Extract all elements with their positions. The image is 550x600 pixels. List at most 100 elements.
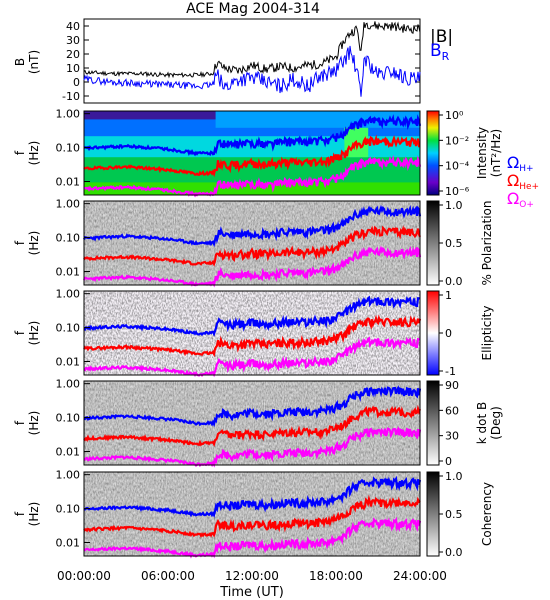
gyro-he-omega: Ω [507,171,519,190]
plot-frame-b [83,18,421,104]
gyro-line-he [83,134,421,178]
colorbar [426,200,440,286]
ylabel-f: f [13,150,27,155]
gyro-line-he [83,314,422,358]
x-axis-label: Time (UT) [219,585,284,600]
colorbar-tick-label: 0 [445,327,452,340]
spectrogram-panel-2: 1.00 0.10 0.01 f (Hz) 1.0 0.5 0.0 % Polarization [13,198,494,288]
colorbar-tick-label: 30 [445,430,459,443]
gyro-legend-h: ΩH+ [507,153,534,174]
gyro-h-omega: Ω [507,153,519,172]
y-tick-label: 0.01 [56,356,81,369]
y-tick-label: 0.01 [56,266,81,279]
colorbar-tick-label: 10⁻⁴ [445,160,470,173]
intensity-band-enhanced [215,111,420,128]
ylabel-hz: (Hz) [27,321,41,346]
ylabel-f: f [13,420,27,425]
colorbar-tick-label: 10⁻⁶ [445,185,470,198]
legend-br-subscript: R [442,50,450,63]
gyro-legend-he: ΩHe+ [507,171,539,192]
colorbar [426,290,440,376]
y-tick-label: 0.10 [56,412,81,425]
colorbar [426,471,440,557]
gyro-h-sub: H+ [519,164,533,174]
chart-title: ACE Mag 2004-314 [186,1,320,17]
plot-frame [83,471,421,557]
series-line-bmag [83,21,421,79]
y-tick-label: 1.00 [56,469,81,482]
colorbar [426,110,440,196]
gyro-o-sub: O+ [519,200,534,210]
spectrogram-panel-3: 1.00 0.10 0.01 f (Hz) 1 0 -1 Ellipticity [13,288,494,378]
colorbar-tick-label: 0.0 [445,546,463,559]
gyro-legend: ΩH+ ΩHe+ ΩO+ [507,153,539,210]
y-tick-label: 0.01 [56,176,81,189]
grayscale-noise [84,201,420,285]
x-tick-label: 24:00:00 [393,569,447,583]
colorbar-label-units: (Deg) [489,406,503,440]
y-tick-label: 0.10 [56,322,81,335]
plot-frame [83,290,421,376]
grayscale-noise [84,472,420,556]
colorbar-tick-label: 1 [445,289,452,302]
y-tick-label: 1.00 [56,198,81,211]
gyro-legend-o: ΩO+ [507,189,534,210]
y-tick-label: 1.00 [56,288,81,301]
spectrogram-panels: 1.000.100.01f (Hz)10⁰10⁻²10⁻⁴10⁻⁶Intensit… [13,108,503,559]
ylabel-f: f [13,330,27,335]
gyro-line-h [83,475,422,518]
colorbar-tick-label: 10⁻² [445,134,469,147]
gyro-line-o [83,155,422,198]
legend-br: BR [430,41,450,63]
series-line-br [83,45,421,97]
colorbar-tick-label: 0.0 [445,275,463,288]
y-tick-label: 0 [73,76,80,89]
ylabel-hz: (Hz) [27,141,41,166]
y-tick-label: 0.10 [56,503,81,516]
ylabel-hz: (Hz) [27,502,41,527]
colorbar-tick-label: 90 [445,379,459,392]
gyro-line-o [83,336,421,378]
x-tick-label: 06:00:00 [141,569,195,583]
y-tick-label: 1.00 [56,378,81,391]
y-tick-label: 40 [66,20,80,33]
plot-frame [83,110,421,196]
y-tick-label: -10 [62,90,80,103]
y-tick-label: 20 [66,48,80,61]
colorbar-label: Ellipticity [480,306,494,361]
colorbar-tick-label: 0.5 [445,237,463,250]
spectrogram-panel-4: 1.00 0.10 0.01 f (Hz) 90 60 30 0 k dot B (Deg) [13,378,503,468]
gyro-line-h [83,295,421,337]
gyro-line-he [83,494,421,538]
gyro-line-h [83,385,422,428]
gyro-line-o [83,245,422,288]
gyro-he-sub: He+ [519,182,539,192]
x-tick-label: 00:00:00 [57,569,111,583]
gyro-line-he [83,404,422,448]
x-tick-label: 18:00:00 [309,569,363,583]
colorbar-tick-label: -1 [445,365,456,378]
colorbar-tick-label: 60 [445,404,459,417]
gyro-o-omega: Ω [507,189,519,208]
colorbar-tick-label: 10⁰ [445,109,464,122]
colorbar-tick-label: 0 [445,455,452,468]
ylabel-b-bottom: (nT) [27,50,41,74]
y-tick-label: 0.01 [56,537,81,550]
gyro-line-h [83,114,422,157]
ylabel-hz: (Hz) [27,231,41,256]
y-tick-label: 0.10 [56,232,81,245]
plot-frame [83,200,421,286]
plot-frame [83,380,421,466]
colorbar-tick-label: 0.5 [445,508,463,521]
gyro-line-h [82,204,422,248]
y-tick-label: 1.00 [56,108,81,121]
colorbar-label: k dot B [475,402,489,444]
y-tick-label: 0.01 [56,446,81,459]
ylabel-f: f [13,511,27,516]
legend-br-letter: B [430,41,442,61]
legend-bmag: |B| [430,27,453,47]
gyro-line-o [83,516,422,559]
